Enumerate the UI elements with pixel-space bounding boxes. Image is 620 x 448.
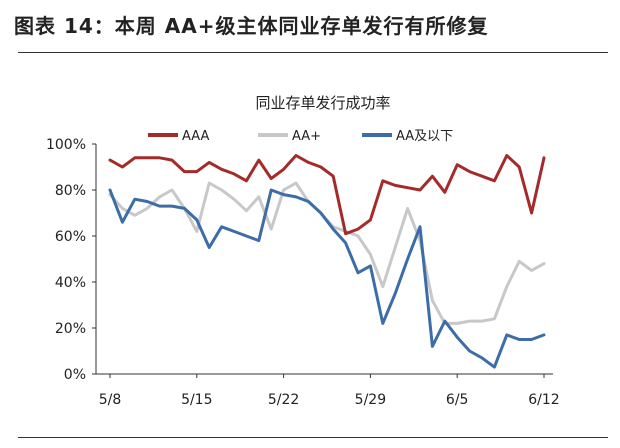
- legend-label: AA及以下: [396, 129, 453, 144]
- y-tick-label: 20%: [55, 321, 86, 337]
- y-tick-label: 60%: [55, 229, 86, 245]
- axes: 0% 20% 40% 60% 80% 100% 5/8 5/15 5/22 5/29 6/5 6/12: [46, 137, 560, 408]
- caption-rule: [18, 52, 608, 53]
- figure-caption: 图表 14：本周 AA+级主体同业存单发行有所修复: [14, 14, 489, 38]
- series-line-2: [108, 181, 546, 325]
- x-tick-label: 5/8: [99, 392, 122, 408]
- y-tick-label: 40%: [55, 275, 86, 291]
- chart-title: 同业存单发行成功率: [255, 94, 390, 112]
- legend-label: AAA: [182, 129, 210, 144]
- legend-label: AA+: [292, 129, 321, 144]
- y-tick-label: 0%: [64, 367, 86, 383]
- x-tick-label: 5/22: [268, 392, 299, 408]
- legend: AAA AA+ AA及以下: [148, 129, 453, 144]
- x-tick-label: 5/15: [181, 392, 212, 408]
- series-layer: [108, 154, 546, 369]
- x-tick-label: 6/5: [446, 392, 469, 408]
- x-tick-label: 6/12: [528, 392, 559, 408]
- x-tick-label: 5/29: [355, 392, 386, 408]
- series-line-1: [108, 154, 546, 236]
- y-tick-label: 80%: [55, 183, 86, 199]
- footer-rule: [18, 437, 608, 438]
- y-tick-label: 100%: [46, 137, 86, 153]
- series-line-3: [108, 188, 546, 369]
